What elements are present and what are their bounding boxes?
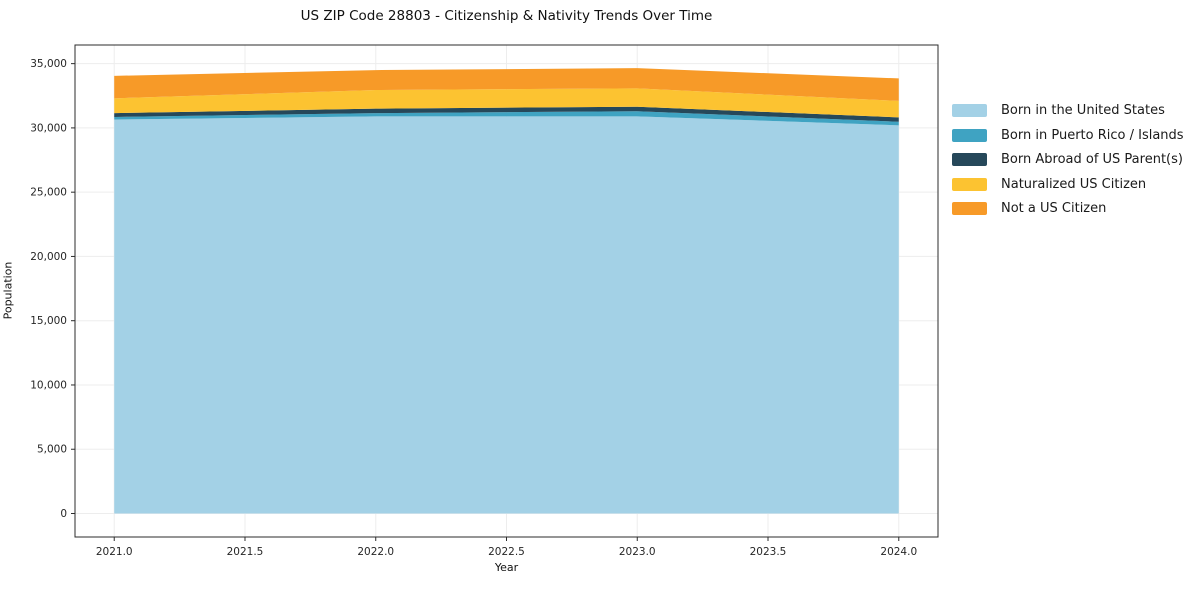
legend: Born in the United States Born in Puerto … (952, 104, 1184, 215)
y-tick-label: 0 (60, 508, 67, 520)
area-born-abroad-of-us-parent-s- (114, 106, 899, 122)
legend-swatch (952, 104, 987, 117)
legend-swatch (952, 177, 987, 191)
y-tick-label: 5,000 (37, 444, 67, 456)
area-born-in-puerto-rico-islands (114, 111, 899, 126)
legend-swatch (952, 153, 987, 166)
legend-label: Born Abroad of US Parent(s) (1001, 152, 1183, 167)
legend-item: Born in the United States (952, 104, 1184, 117)
x-axis-label: Year (494, 561, 519, 574)
y-axis-label: Population (1, 261, 15, 320)
x-tick-label: 2023.5 (750, 546, 787, 558)
area-not-a-us-citizen (114, 68, 899, 101)
legend-swatch (952, 202, 987, 215)
legend-label: Naturalized US Citizen (1001, 176, 1147, 192)
y-tick-label: 30,000 (30, 122, 67, 134)
legend-item: Born Abroad of US Parent(s) (952, 153, 1184, 166)
chart-title: US ZIP Code 28803 - Citizenship & Nativi… (300, 8, 713, 24)
y-tick-label: 25,000 (30, 187, 67, 199)
y-tick-label: 35,000 (30, 58, 67, 70)
legend-item: Naturalized US Citizen (952, 176, 1184, 192)
x-tick-label: 2021.5 (227, 546, 264, 558)
legend-label: Not a US Citizen (1001, 201, 1107, 216)
area-naturalized-us-citizen (114, 88, 899, 118)
x-tick-label: 2023.0 (619, 546, 656, 558)
y-tick-label: 15,000 (30, 315, 67, 327)
x-tick-label: 2022.0 (357, 546, 394, 558)
legend-label: Born in the United States (1001, 103, 1165, 118)
area-born-in-the-united-states (114, 116, 899, 514)
legend-label: Born in Puerto Rico / Islands (1001, 127, 1184, 143)
x-tick-label: 2024.0 (880, 546, 917, 558)
legend-item: Not a US Citizen (952, 202, 1184, 215)
y-tick-label: 10,000 (30, 379, 67, 391)
x-tick-label: 2022.5 (488, 546, 525, 558)
legend-swatch (952, 128, 987, 142)
legend-item: Born in Puerto Rico / Islands (952, 127, 1184, 143)
y-tick-label: 20,000 (30, 251, 67, 263)
x-tick-label: 2021.0 (96, 546, 133, 558)
